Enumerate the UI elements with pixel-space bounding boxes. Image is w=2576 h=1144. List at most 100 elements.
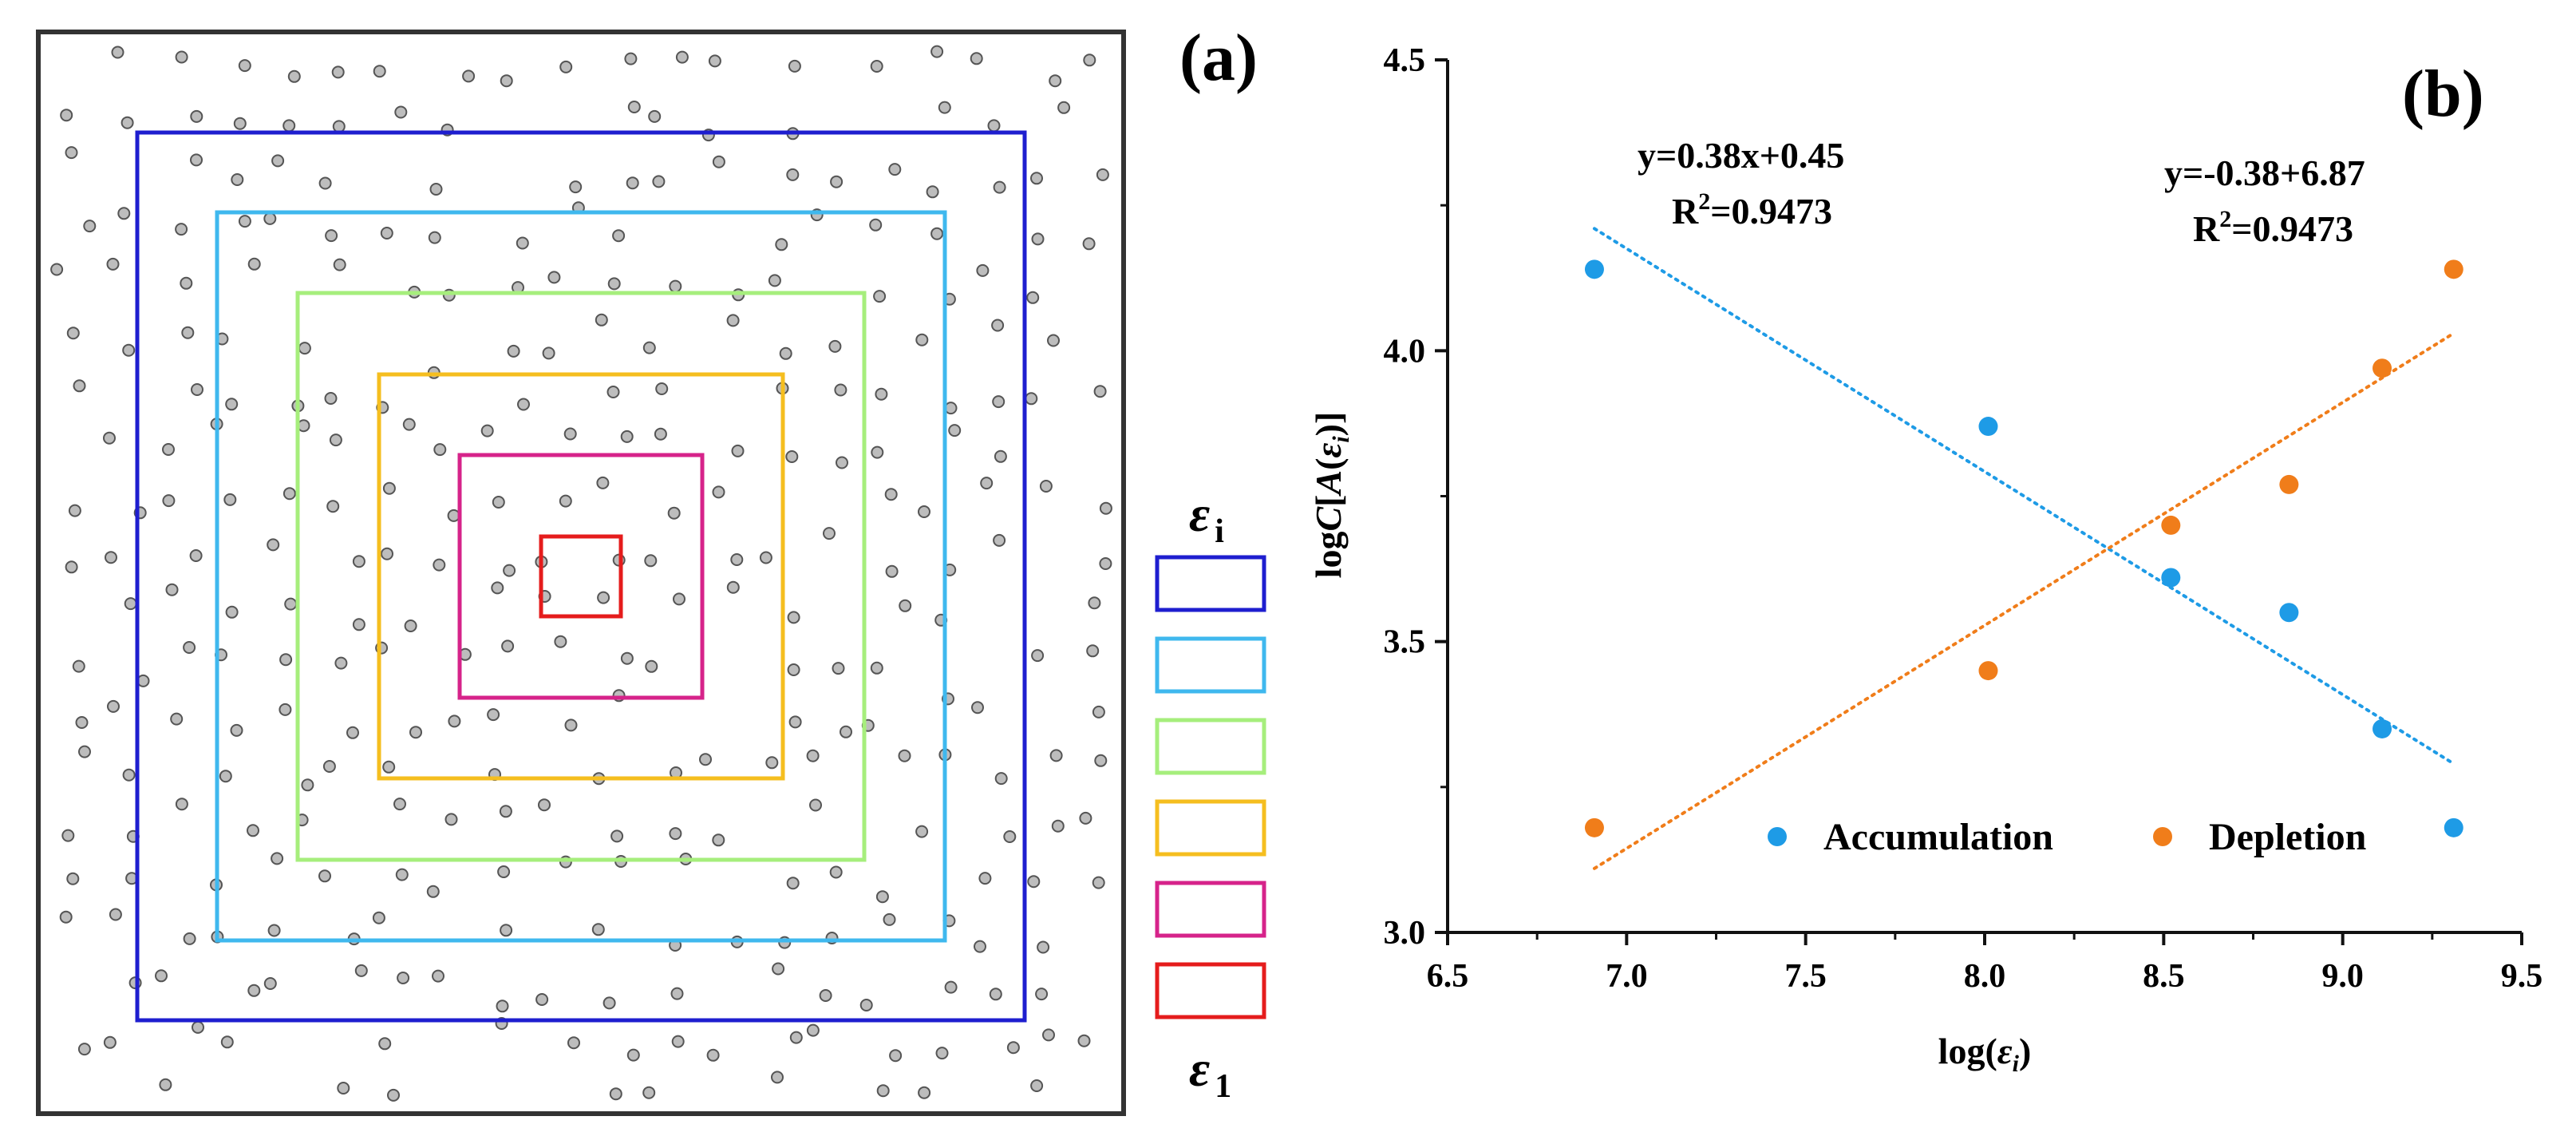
accumulation-point bbox=[2279, 603, 2299, 623]
sample-point bbox=[970, 52, 983, 65]
y-axis-title: logC[A(εi)] bbox=[1308, 412, 1354, 579]
sample-point bbox=[712, 485, 725, 499]
sample-point bbox=[944, 980, 958, 994]
sample-point bbox=[1079, 811, 1092, 825]
sample-point bbox=[976, 263, 990, 277]
sample-point bbox=[395, 868, 409, 881]
sample-point bbox=[284, 597, 298, 611]
sample-point bbox=[1099, 557, 1112, 570]
sample-point bbox=[1086, 644, 1100, 658]
sample-point bbox=[402, 418, 416, 431]
sample-point bbox=[175, 50, 188, 64]
sample-point bbox=[433, 443, 447, 457]
panel-a-label: (a) bbox=[1179, 21, 1258, 95]
sample-point bbox=[66, 872, 80, 885]
sample-point bbox=[282, 487, 296, 501]
sample-point bbox=[263, 212, 277, 225]
sample-point bbox=[828, 339, 842, 353]
nested-boxes-layer bbox=[135, 130, 1027, 1023]
sample-point bbox=[785, 450, 799, 463]
sample-point bbox=[329, 433, 342, 447]
sample-point bbox=[859, 999, 873, 1011]
y-tick-label: 4.0 bbox=[1384, 333, 1426, 370]
sample-point bbox=[648, 109, 662, 123]
sample-point bbox=[122, 343, 136, 357]
y-tick-label: 3.0 bbox=[1384, 915, 1426, 952]
sample-point bbox=[500, 74, 513, 88]
sample-point bbox=[559, 494, 572, 508]
sample-point bbox=[378, 1037, 392, 1051]
sample-point bbox=[554, 635, 567, 648]
sample-point bbox=[1006, 1041, 1020, 1055]
sample-point bbox=[669, 827, 682, 841]
y-tick-label: 4.5 bbox=[1384, 42, 1426, 79]
sample-point bbox=[899, 599, 912, 612]
sample-point bbox=[915, 825, 929, 838]
sample-point bbox=[107, 699, 120, 713]
sample-point bbox=[59, 910, 73, 924]
sample-point bbox=[267, 538, 280, 552]
sample-point bbox=[122, 768, 136, 782]
sample-point bbox=[1049, 749, 1063, 762]
sample-point bbox=[382, 481, 396, 495]
sample-point bbox=[1051, 819, 1065, 833]
sample-point bbox=[1031, 232, 1045, 246]
sample-point bbox=[644, 554, 658, 568]
sample-point bbox=[819, 989, 832, 1002]
depletion-fit-line bbox=[1592, 331, 2455, 870]
sample-point bbox=[759, 551, 772, 564]
sample-point bbox=[823, 527, 836, 540]
sample-point bbox=[297, 419, 310, 433]
data-points bbox=[1584, 259, 2463, 837]
sample-point bbox=[220, 1035, 234, 1049]
legend-accumulation-label: Accumulation bbox=[1823, 816, 2053, 858]
sample-point bbox=[626, 1048, 640, 1062]
sample-point bbox=[318, 869, 331, 883]
sample-point bbox=[992, 395, 1006, 409]
sample-point bbox=[547, 271, 561, 284]
sample-point bbox=[603, 996, 616, 1010]
sample-point bbox=[1092, 705, 1105, 718]
sample-point bbox=[387, 1088, 400, 1102]
sample-point bbox=[569, 180, 583, 194]
sample-point bbox=[596, 476, 610, 489]
sample-point bbox=[888, 163, 902, 176]
sample-point bbox=[926, 185, 939, 199]
sample-point bbox=[287, 69, 301, 83]
sample-point bbox=[1026, 291, 1040, 304]
sample-point bbox=[409, 726, 422, 739]
sample-point bbox=[75, 716, 89, 729]
sample-point bbox=[397, 972, 410, 984]
accumulation-point bbox=[2444, 817, 2463, 837]
box-level-5 bbox=[215, 210, 947, 943]
sample-point bbox=[191, 383, 203, 396]
sample-point bbox=[334, 656, 348, 670]
sample-point bbox=[991, 319, 1005, 332]
sample-point bbox=[870, 60, 883, 73]
sample-point bbox=[117, 207, 131, 220]
legend-accumulation-marker bbox=[1768, 827, 1787, 846]
sample-point bbox=[993, 180, 1006, 194]
sample-point bbox=[875, 387, 888, 401]
x-ticks: 6.5 7.0 7.5 8.0 8.5 9.0 9.5 bbox=[1427, 932, 2542, 995]
sample-point bbox=[170, 712, 184, 726]
sample-point bbox=[834, 383, 847, 397]
sample-point bbox=[247, 824, 259, 837]
sample-point bbox=[279, 703, 292, 716]
sample-point bbox=[606, 386, 620, 398]
sample-point bbox=[517, 398, 530, 411]
depletion-point bbox=[2279, 474, 2299, 494]
sample-point bbox=[706, 1048, 720, 1062]
x-tick-label: 6.5 bbox=[1427, 958, 1469, 995]
sample-point bbox=[830, 175, 844, 188]
x-tick-label: 8.0 bbox=[1964, 958, 2006, 995]
sample-point bbox=[404, 620, 417, 632]
sample-point bbox=[352, 618, 365, 631]
sample-point bbox=[597, 591, 610, 604]
sample-point bbox=[624, 52, 638, 65]
sample-point bbox=[322, 760, 336, 773]
sample-point bbox=[935, 1047, 949, 1060]
x-axis-title: log(εi) bbox=[1938, 1031, 2032, 1077]
